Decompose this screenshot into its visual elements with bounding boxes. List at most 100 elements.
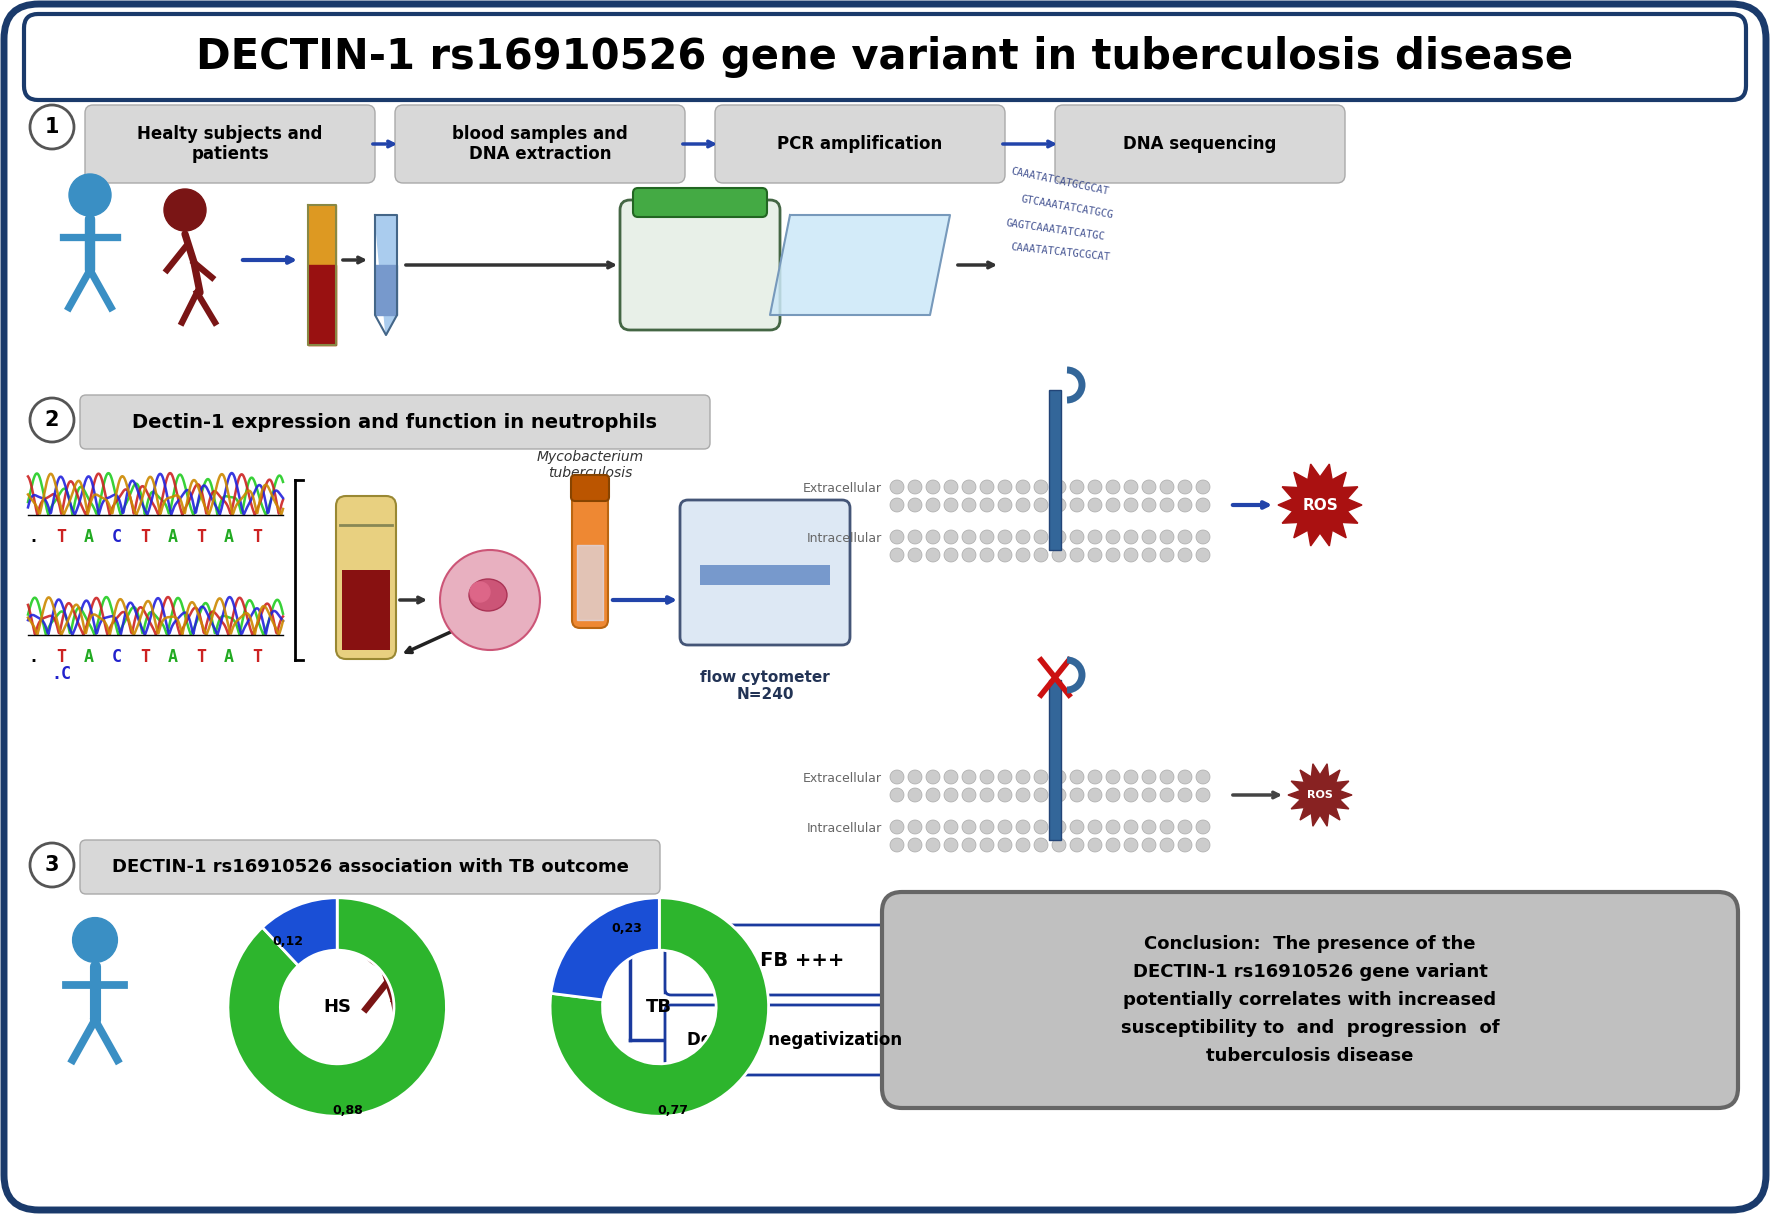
Text: 3: 3 [44,855,58,875]
Circle shape [926,548,940,562]
Circle shape [890,480,904,494]
FancyBboxPatch shape [666,925,926,995]
Text: A: A [225,528,234,546]
Circle shape [1071,770,1083,784]
Ellipse shape [469,579,506,611]
Circle shape [1197,819,1211,834]
Circle shape [30,398,74,442]
Circle shape [1124,480,1138,494]
Circle shape [1159,498,1174,512]
Circle shape [1034,548,1048,562]
Circle shape [1159,531,1174,544]
Text: T: T [251,648,262,666]
Circle shape [1197,770,1211,784]
Circle shape [1071,531,1083,544]
Text: T: T [57,648,65,666]
Circle shape [890,838,904,852]
Circle shape [926,480,940,494]
Circle shape [926,788,940,802]
Text: T: T [251,528,262,546]
Circle shape [1089,531,1103,544]
Text: 0,23: 0,23 [611,921,643,935]
Wedge shape [550,898,660,1000]
Circle shape [1071,548,1083,562]
Circle shape [963,531,975,544]
Polygon shape [577,545,604,620]
Text: blood samples and
DNA extraction: blood samples and DNA extraction [451,125,628,164]
Circle shape [998,531,1012,544]
Circle shape [926,531,940,544]
Circle shape [1051,819,1066,834]
FancyBboxPatch shape [25,15,1745,100]
Text: DECTIN-1 rs16910526 association with TB outcome: DECTIN-1 rs16910526 association with TB … [112,858,628,877]
Circle shape [963,788,975,802]
Circle shape [1106,838,1120,852]
Text: Healty subjects and
patients: Healty subjects and patients [138,125,322,164]
Text: Extracellular: Extracellular [804,772,881,784]
Text: Extracellular: Extracellular [804,482,881,494]
FancyBboxPatch shape [666,1005,926,1076]
FancyBboxPatch shape [620,200,781,330]
Circle shape [1089,788,1103,802]
Circle shape [1197,838,1211,852]
Circle shape [981,819,995,834]
Circle shape [1179,498,1191,512]
Circle shape [890,548,904,562]
Text: .C: .C [51,665,71,683]
FancyBboxPatch shape [572,492,609,628]
Bar [1050,680,1060,840]
Circle shape [998,498,1012,512]
Circle shape [943,770,958,784]
Circle shape [943,819,958,834]
Circle shape [1106,480,1120,494]
Circle shape [1197,788,1211,802]
Text: GTCAAATATCATGCG: GTCAAATATCATGCG [1020,194,1113,220]
Text: PCR amplification: PCR amplification [777,135,943,153]
Circle shape [1051,770,1066,784]
Circle shape [73,918,117,963]
Circle shape [963,480,975,494]
Wedge shape [550,898,768,1116]
Circle shape [1071,819,1083,834]
Circle shape [1089,498,1103,512]
Circle shape [1142,531,1156,544]
Polygon shape [770,215,950,314]
Circle shape [963,819,975,834]
Circle shape [943,838,958,852]
Circle shape [998,788,1012,802]
Circle shape [943,548,958,562]
Circle shape [908,531,922,544]
Circle shape [1124,498,1138,512]
Polygon shape [1278,464,1361,546]
Circle shape [1124,819,1138,834]
Wedge shape [228,898,446,1116]
Text: Delayed negativization: Delayed negativization [687,1031,903,1049]
Text: 1: 1 [44,117,58,137]
Circle shape [1179,819,1191,834]
Circle shape [1142,480,1156,494]
Circle shape [981,498,995,512]
Circle shape [908,819,922,834]
FancyBboxPatch shape [715,104,1005,183]
FancyBboxPatch shape [80,840,660,894]
Text: T: T [140,528,150,546]
Circle shape [1034,788,1048,802]
Circle shape [1016,480,1030,494]
Circle shape [1106,531,1120,544]
Text: A: A [168,648,179,666]
Circle shape [1034,498,1048,512]
Circle shape [1034,480,1048,494]
Circle shape [69,174,112,216]
Circle shape [1016,548,1030,562]
FancyBboxPatch shape [634,188,766,217]
Circle shape [1159,838,1174,852]
Text: Intracellular: Intracellular [807,822,881,834]
Circle shape [1159,788,1174,802]
Circle shape [908,770,922,784]
Circle shape [1197,548,1211,562]
Circle shape [1197,480,1211,494]
FancyBboxPatch shape [572,475,609,501]
Text: HS: HS [324,998,350,1016]
Text: 0,77: 0,77 [657,1105,689,1117]
Circle shape [981,838,995,852]
